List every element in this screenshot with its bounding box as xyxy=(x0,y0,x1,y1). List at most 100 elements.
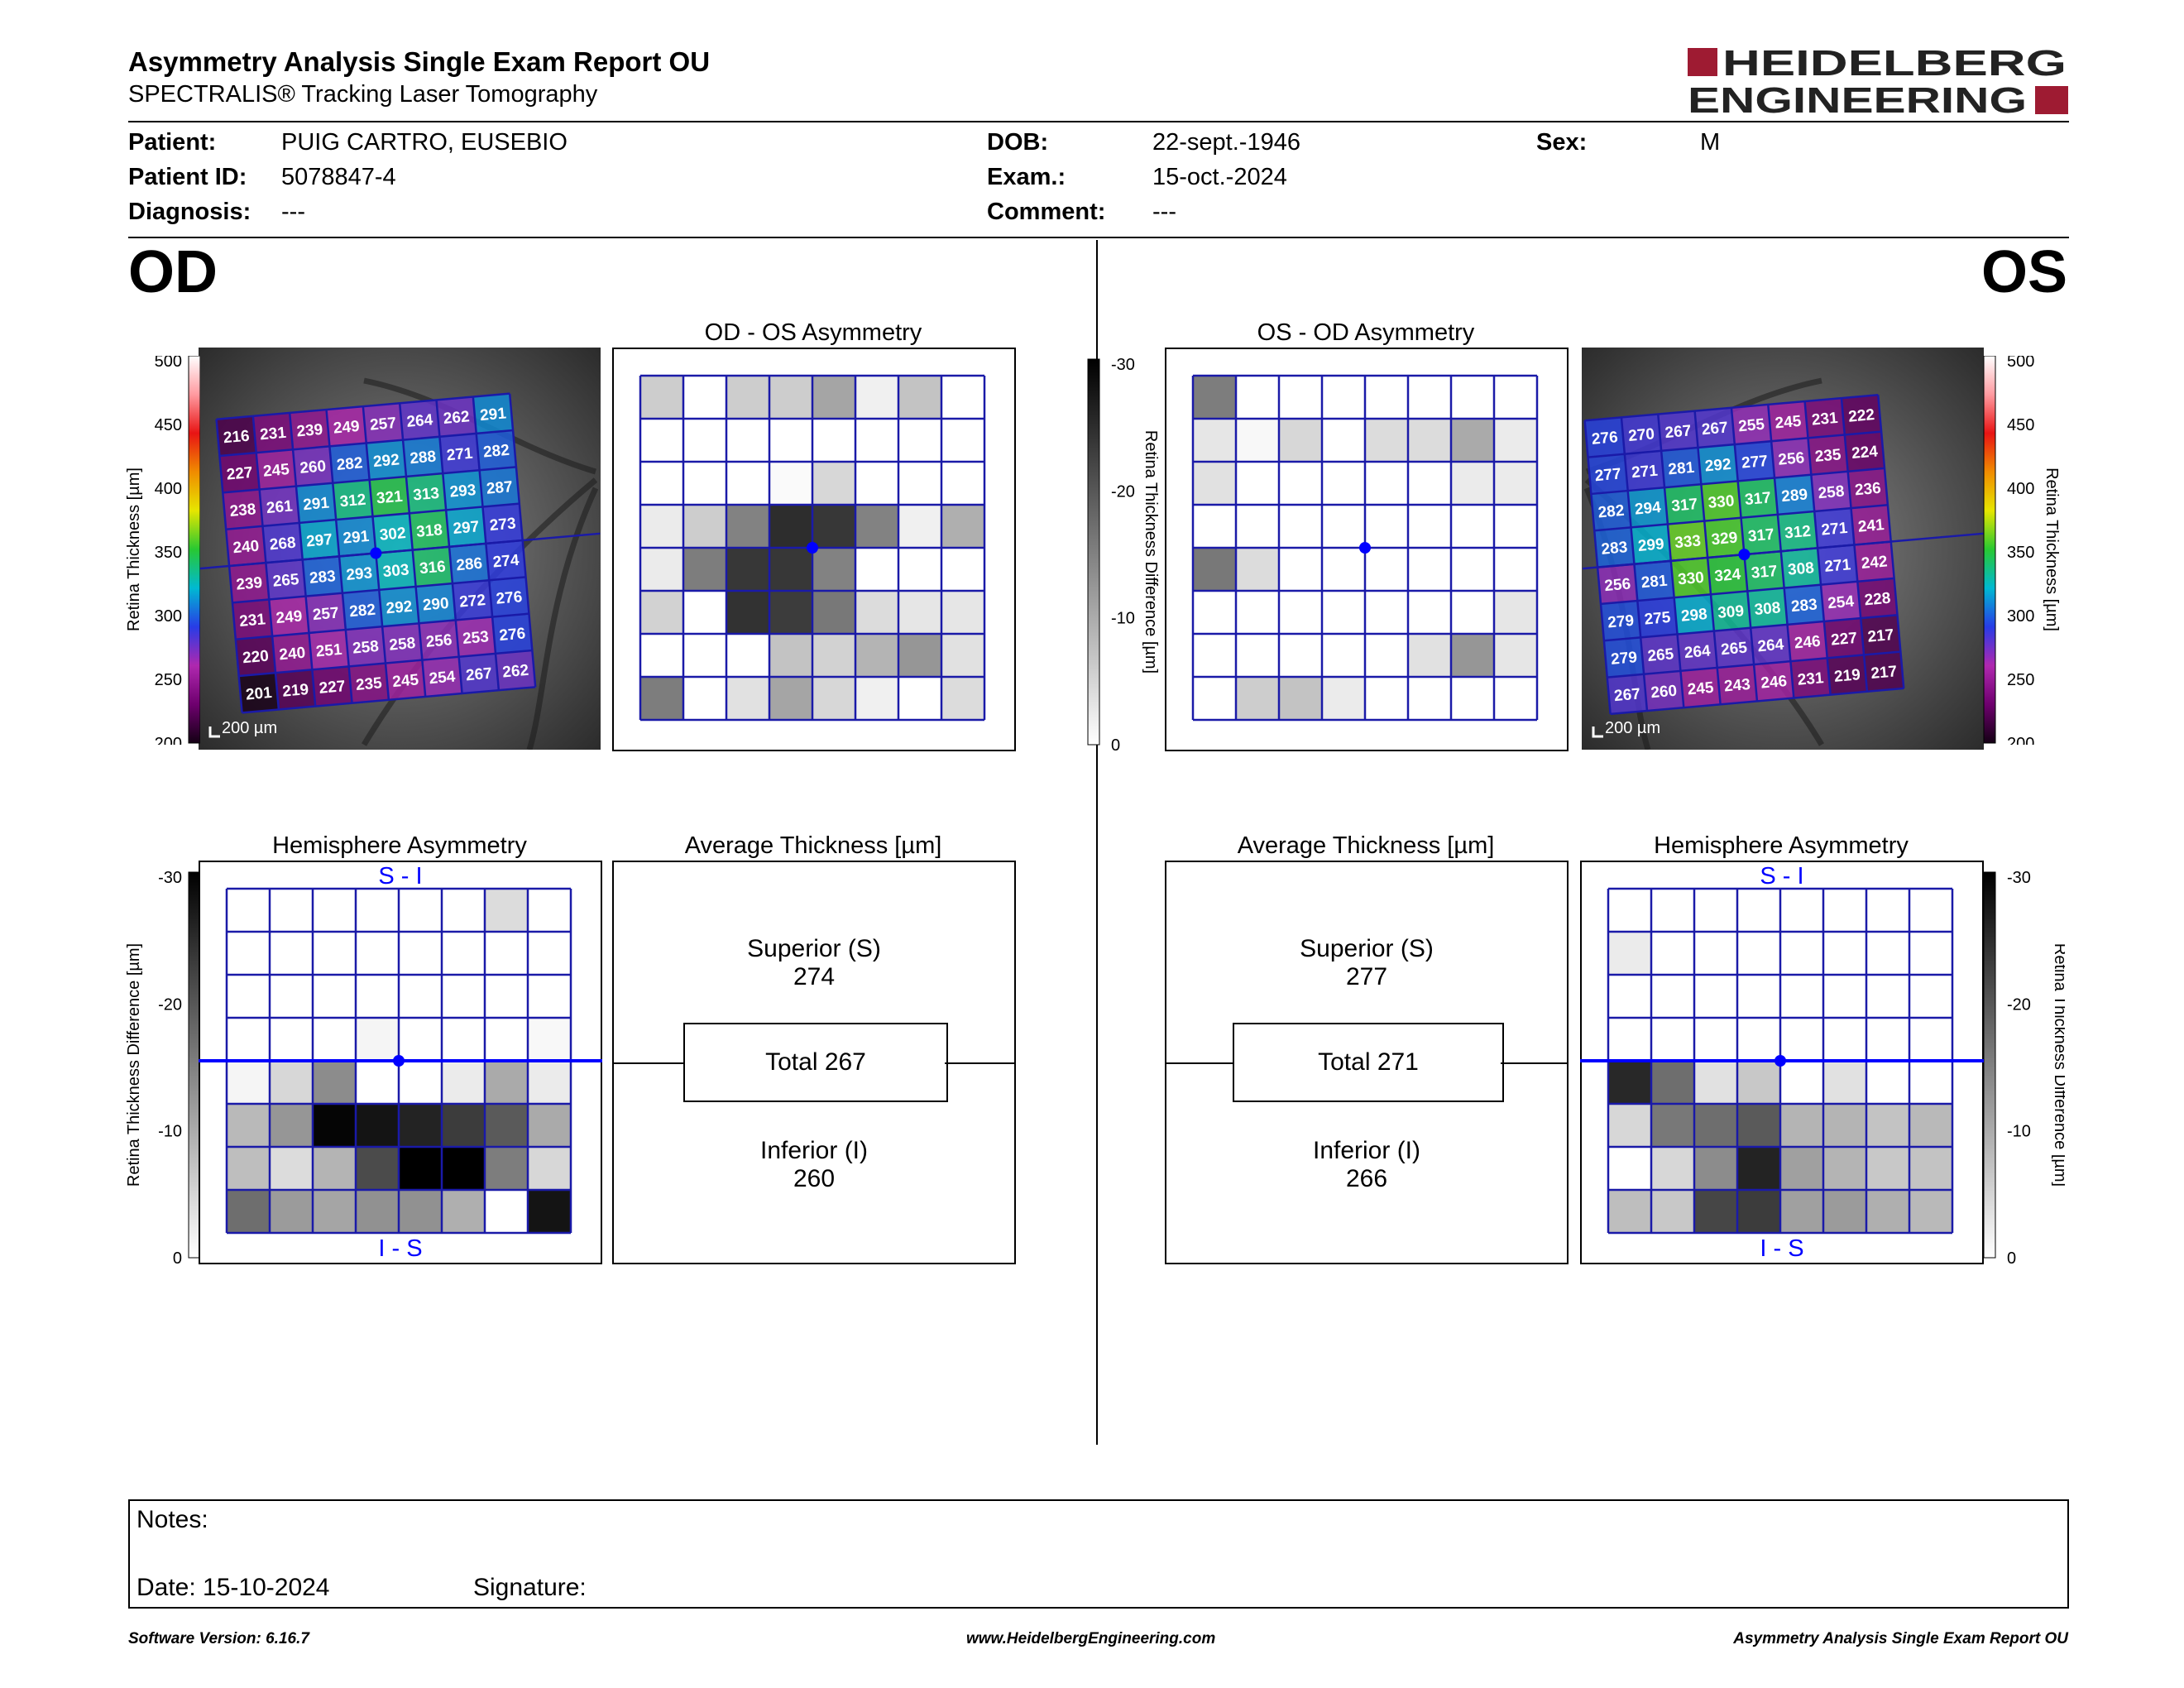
thickness-cell xyxy=(1841,395,1882,435)
thickness-cell xyxy=(235,635,276,677)
thickness-cell xyxy=(1621,414,1662,455)
asymmetry-cell xyxy=(1193,505,1236,548)
notes-box: Notes: Date: 15-10-2024 Signature: xyxy=(128,1499,2069,1609)
asymmetry-cell xyxy=(812,462,855,505)
thickness-value: 279 xyxy=(1610,649,1637,669)
asymmetry-cell xyxy=(1494,677,1537,720)
thickness-cell xyxy=(305,592,347,634)
asymmetry-cell xyxy=(855,376,898,419)
thickness-cell xyxy=(345,626,386,667)
od-superior-label: Superior (S) xyxy=(747,935,881,962)
asymmetry-cell xyxy=(1408,548,1451,591)
asymmetry-cell xyxy=(1322,376,1365,419)
asymmetry-cell xyxy=(270,1018,313,1061)
thickness-value: 303 xyxy=(382,561,410,581)
asymmetry-cell xyxy=(399,975,442,1018)
thickness-cell xyxy=(1588,453,1629,495)
asymmetry-cell xyxy=(1365,419,1408,462)
thickness-value: 281 xyxy=(1668,459,1696,479)
os-inferior-label: Inferior (I) xyxy=(1312,1137,1421,1164)
exam-value: 15-oct.-2024 xyxy=(1152,164,1287,190)
thickness-value: 216 xyxy=(223,428,250,448)
asymmetry-cell xyxy=(356,1190,399,1233)
thickness-value: 274 xyxy=(492,552,520,572)
thickness-cell xyxy=(403,436,443,477)
asymmetry-cell xyxy=(769,548,812,591)
thickness-value: 243 xyxy=(1723,676,1751,696)
thickness-cell xyxy=(486,539,527,581)
asymmetry-cell xyxy=(442,1104,485,1147)
thickness-value: 312 xyxy=(339,492,366,511)
colorbar-gradient xyxy=(1983,356,1996,744)
thickness-value: 283 xyxy=(1790,596,1818,616)
asymmetry-cell xyxy=(1322,677,1365,720)
asymmetry-cell xyxy=(1823,1190,1866,1233)
asymmetry-cell xyxy=(1322,548,1365,591)
thickness-value: 313 xyxy=(412,485,439,505)
thickness-cell xyxy=(492,613,533,655)
thickness-value: 238 xyxy=(229,501,256,520)
asymmetry-cell xyxy=(1494,591,1537,634)
asymmetry-cell xyxy=(356,1104,399,1147)
thickness-value: 292 xyxy=(386,598,413,618)
thickness-cell xyxy=(1597,563,1638,605)
colorbar-gradient xyxy=(1983,871,1996,1259)
asymmetry-cell xyxy=(1608,1190,1651,1233)
od-eye-label: OD xyxy=(128,239,218,305)
asymmetry-cell xyxy=(1866,1104,1909,1147)
dob-label: DOB: xyxy=(987,129,1049,156)
colorbar-gradient xyxy=(1087,358,1100,746)
asymmetry-cell xyxy=(1279,677,1322,720)
center-difference-colorbar: -30 -20 -10 0 Retina Thickness Difference [µ… xyxy=(1087,356,1160,753)
os-superior-label: Superior (S) xyxy=(1300,935,1434,962)
asymmetry-cell xyxy=(442,1190,485,1233)
thickness-value: 240 xyxy=(279,645,306,664)
thickness-value: 276 xyxy=(1591,429,1618,448)
thickness-cell xyxy=(415,583,457,624)
heidelberg-logo: HEIDELBERG ENGINEERING xyxy=(1688,45,2068,117)
thickness-cell xyxy=(1811,471,1852,512)
asymmetry-cell xyxy=(1236,548,1279,591)
colorbar-tick: 500 xyxy=(2007,356,2034,371)
thickness-cell xyxy=(1591,491,1632,531)
colorbar-gradient xyxy=(188,871,200,1259)
signature-label: Signature: xyxy=(473,1574,587,1601)
asymmetry-cell xyxy=(1651,1147,1694,1190)
asymmetry-cell xyxy=(399,1147,442,1190)
website-link[interactable]: www.HeidelbergEngineering.com xyxy=(966,1630,1216,1647)
thickness-value: 293 xyxy=(346,564,373,584)
asymmetry-cell xyxy=(270,975,313,1018)
thickness-cell xyxy=(405,473,447,514)
thickness-cell xyxy=(1751,624,1791,665)
thickness-cell xyxy=(266,559,307,600)
asymmetry-cell xyxy=(399,1104,442,1147)
thickness-cell xyxy=(1677,631,1718,672)
colorbar-axis-label: Retina Thickness Difference [µm] xyxy=(1142,430,1160,674)
asymmetry-cell xyxy=(812,591,855,634)
report-title: Asymmetry Analysis Single Exam Report OU xyxy=(128,46,711,77)
thickness-cell xyxy=(1861,615,1901,655)
thickness-cell xyxy=(269,596,310,637)
asymmetry-cell xyxy=(1909,1147,1952,1190)
asymmetry-cell xyxy=(726,505,769,548)
patient-label: Patient: xyxy=(128,129,217,156)
thickness-cell xyxy=(1737,477,1779,519)
sex-value: M xyxy=(1700,129,1721,156)
asymmetry-cell xyxy=(313,932,356,975)
retinal-vessel xyxy=(526,487,599,750)
thickness-cell xyxy=(1707,554,1748,595)
colorbar-tick: 300 xyxy=(2007,607,2034,626)
thickness-cell xyxy=(1854,541,1895,583)
asymmetry-cell xyxy=(1866,1018,1909,1061)
thickness-value: 257 xyxy=(312,604,339,624)
asymmetry-cell xyxy=(1909,975,1952,1018)
colorbar-tick: 0 xyxy=(2007,1249,2016,1266)
logo-line2: ENGINEERING xyxy=(1688,80,2027,117)
thickness-value: 282 xyxy=(482,442,510,462)
thickness-cell xyxy=(379,586,420,627)
thickness-value: 245 xyxy=(262,461,290,481)
asymmetry-cell xyxy=(812,634,855,677)
colorbar-tick: -20 xyxy=(158,995,182,1014)
thickness-cell xyxy=(1847,468,1889,509)
asymmetry-cell xyxy=(528,1061,571,1104)
